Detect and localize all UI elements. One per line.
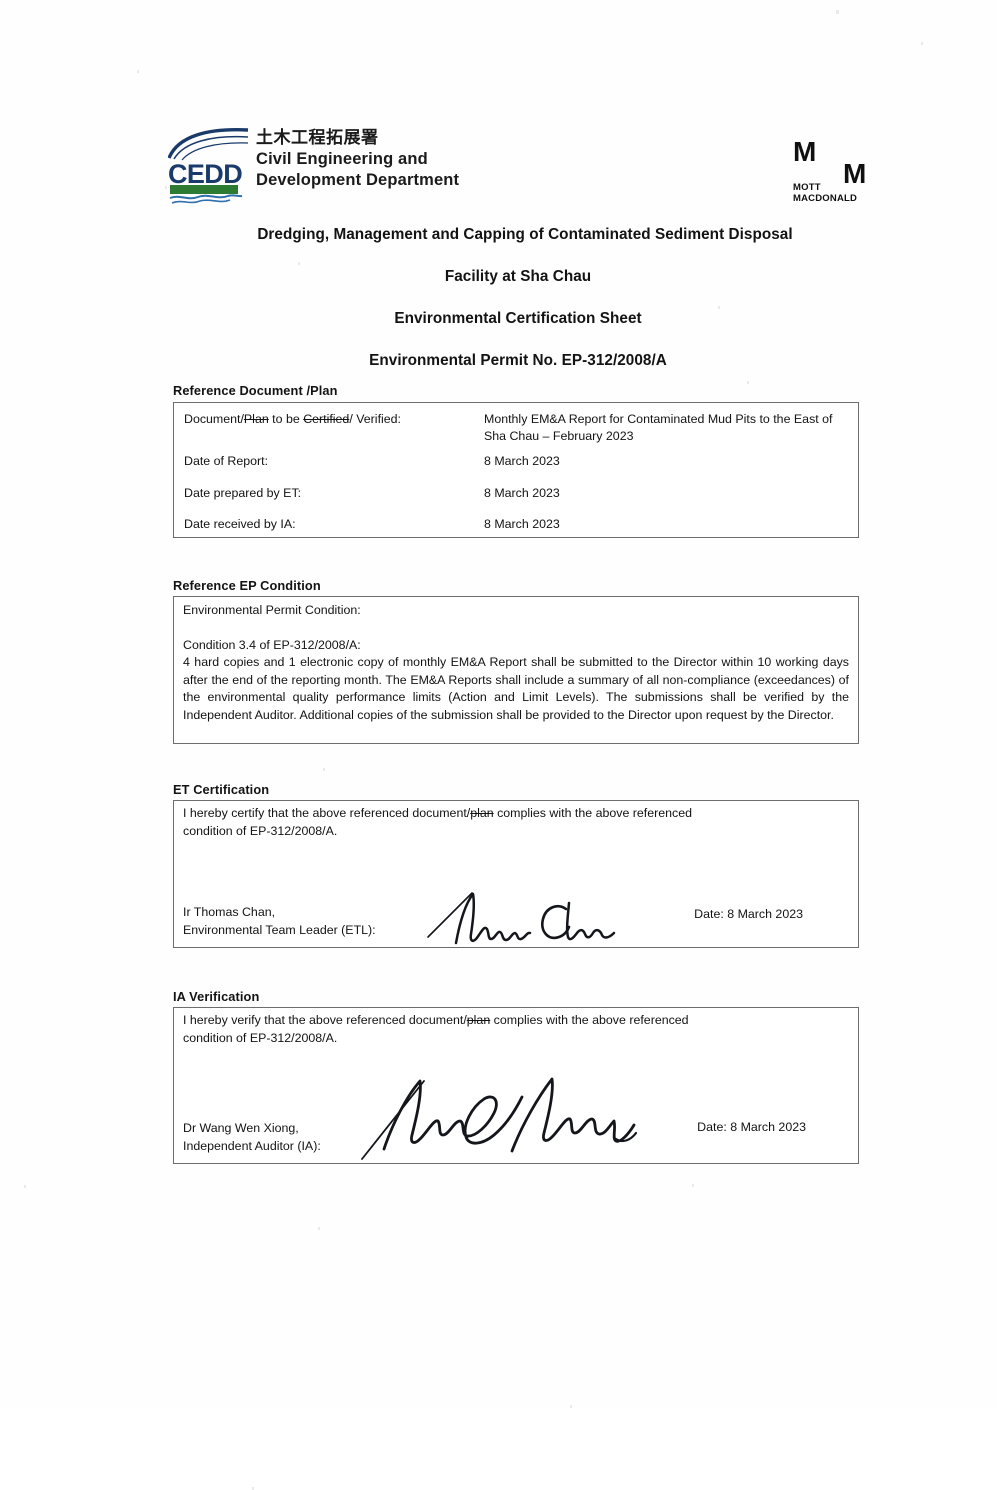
ep-condition-body: 4 hard copies and 1 electronic copy of m… xyxy=(183,655,849,722)
ia-verification-box: I hereby verify that the above reference… xyxy=(173,1007,859,1164)
cedd-logo-icon: CEDD xyxy=(167,128,250,204)
ep-condition-content: Environmental Permit Condition: Conditio… xyxy=(183,602,849,725)
et-signer-block: Ir Thomas Chan, Environmental Team Leade… xyxy=(183,904,376,939)
scan-speck xyxy=(570,1405,572,1408)
ia-signer-block: Dr Wang Wen Xiong, Independent Auditor (… xyxy=(183,1120,321,1155)
page-title-line-1: Dredging, Management and Capping of Cont… xyxy=(257,226,793,243)
et-statement-line-2: condition of EP-312/2008/A. xyxy=(183,823,338,838)
et-statement-part-b: complies with the above referenced xyxy=(493,806,693,820)
scan-speck xyxy=(24,1185,26,1188)
refdoc-key-prefix: Document/ xyxy=(184,412,244,426)
table-cell-key: Date of Report: xyxy=(184,454,269,468)
table-cell-value: 8 March 2023 xyxy=(484,486,560,500)
ep-condition-title: Condition 3.4 of EP-312/2008/A: xyxy=(183,637,361,652)
table-cell-key: Date prepared by ET: xyxy=(184,486,302,500)
et-signature-date: Date: 8 March 2023 xyxy=(694,907,803,921)
scan-speck xyxy=(692,1184,694,1187)
document-titles: Dredging, Management and Capping of Cont… xyxy=(168,226,868,370)
document-page: CEDD 土木工程拓展署 Civil Engineering and Devel… xyxy=(24,10,923,1490)
reference-ep-condition-box: Environmental Permit Condition: Conditio… xyxy=(173,596,859,744)
scan-speck xyxy=(921,42,923,45)
scan-speck xyxy=(836,10,839,14)
scan-speck xyxy=(137,70,139,73)
et-certification-statement: I hereby certify that the above referenc… xyxy=(183,805,849,840)
ia-signer-name: Dr Wang Wen Xiong, xyxy=(183,1121,299,1135)
mott-macdonald-logo-icon: M M MOTT MACDONALD xyxy=(771,138,889,206)
mott-macdonald-name-line1: MOTT xyxy=(793,182,821,193)
et-statement-struck-plan: plan xyxy=(470,806,494,820)
ia-statement-struck-plan: plan xyxy=(466,1013,491,1027)
table-cell-key: Date received by IA: xyxy=(184,517,296,531)
scan-speck xyxy=(298,262,300,265)
scan-speck xyxy=(323,768,325,771)
table-cell-value: 8 March 2023 xyxy=(484,454,560,468)
reference-document-table: Document/Plan to be Certified/ Verified:… xyxy=(173,402,859,538)
section-label-ia-verification: IA Verification xyxy=(173,989,260,1004)
cedd-name-block: 土木工程拓展署 Civil Engineering and Developmen… xyxy=(256,128,586,191)
table-cell-key: Document/Plan to be Certified/ Verified: xyxy=(184,411,476,428)
ia-statement-line-2: condition of EP-312/2008/A. xyxy=(183,1030,338,1045)
signature-thomas-chan-icon xyxy=(426,887,626,951)
page-title-line-2: Facility at Sha Chau xyxy=(444,268,592,285)
et-signer-name: Ir Thomas Chan, xyxy=(183,905,276,919)
section-label-reference-ep-condition: Reference EP Condition xyxy=(173,578,321,593)
table-cell-value: Monthly EM&A Report for Contaminated Mud… xyxy=(484,412,833,443)
section-label-reference-document: Reference Document /Plan xyxy=(173,383,338,398)
ia-statement-part-b: complies with the above referenced xyxy=(490,1013,689,1027)
scan-speck xyxy=(747,381,749,384)
ia-statement-part-a: I hereby verify that the above reference… xyxy=(183,1013,467,1027)
table-cell-value: 8 March 2023 xyxy=(484,517,560,531)
scan-speck xyxy=(718,306,720,309)
scan-speck xyxy=(318,1227,320,1230)
et-certification-box: I hereby certify that the above referenc… xyxy=(173,800,859,948)
ia-signer-role: Independent Auditor (IA): xyxy=(183,1138,321,1153)
refdoc-key-struck-plan: Plan xyxy=(243,412,269,426)
et-statement-line-1: I hereby certify that the above referenc… xyxy=(183,805,849,823)
ia-signature-date: Date: 8 March 2023 xyxy=(697,1120,806,1134)
refdoc-key-struck-certified: Certified xyxy=(303,412,350,426)
page-title-line-4: Environmental Permit No. EP-312/2008/A xyxy=(369,352,667,369)
svg-text:CEDD: CEDD xyxy=(168,159,242,189)
ep-condition-heading: Environmental Permit Condition: xyxy=(183,603,361,617)
section-label-et-certification: ET Certification xyxy=(173,782,270,797)
refdoc-key-mid: to be xyxy=(268,412,304,426)
cedd-english-name-line2: Development Department xyxy=(256,171,460,189)
mott-macdonald-name: MOTT MACDONALD xyxy=(793,182,857,204)
et-signer-role: Environmental Team Leader (ETL): xyxy=(183,922,376,937)
mott-macdonald-mark-letter-1: M xyxy=(793,136,817,167)
cedd-english-name-line1: Civil Engineering and xyxy=(256,150,428,168)
scan-speck xyxy=(165,186,167,189)
signature-wang-wen-xiong-icon xyxy=(354,1063,644,1161)
mott-macdonald-mark-letter-2: M xyxy=(843,158,867,189)
et-statement-part-a: I hereby certify that the above referenc… xyxy=(183,806,471,820)
page-title-line-3: Environmental Certification Sheet xyxy=(394,310,642,327)
refdoc-key-suffix: / Verified: xyxy=(349,412,401,426)
document-header: CEDD 土木工程拓展署 Civil Engineering and Devel… xyxy=(167,128,897,212)
mott-macdonald-name-line2: MACDONALD xyxy=(793,193,858,204)
ia-statement-line-1: I hereby verify that the above reference… xyxy=(183,1012,849,1030)
ia-verification-statement: I hereby verify that the above reference… xyxy=(183,1012,849,1047)
cedd-chinese-name: 土木工程拓展署 xyxy=(256,128,379,148)
